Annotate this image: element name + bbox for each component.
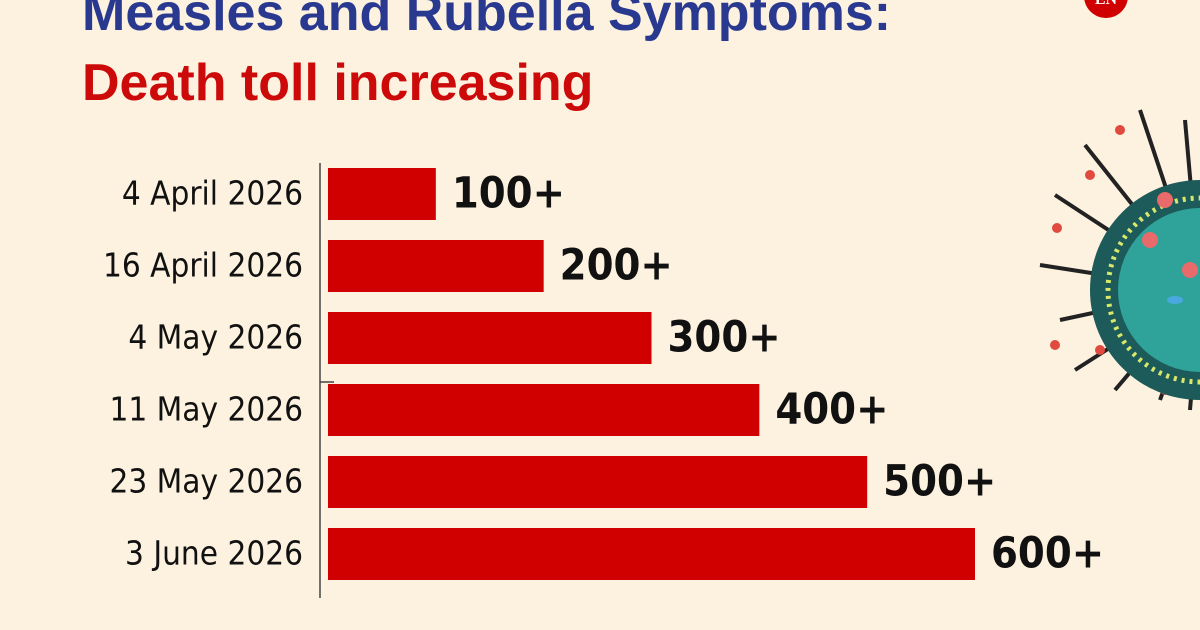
virus-dot [1157, 192, 1173, 208]
virus-core [1118, 208, 1200, 372]
bar [328, 312, 652, 364]
category-label: 16 April 2026 [103, 246, 303, 285]
virus-membrane [1105, 195, 1200, 385]
virus-illustration [1039, 109, 1200, 411]
bar [328, 456, 868, 508]
chart-subtitle: Death toll increasing [82, 54, 593, 112]
category-label: 23 May 2026 [109, 462, 303, 501]
logo: EN [1084, 0, 1128, 18]
value-label: 200+ [560, 241, 673, 291]
category-label: 4 May 2026 [128, 318, 303, 357]
bar [328, 240, 544, 292]
virus-dot [1182, 262, 1198, 278]
bar [328, 528, 975, 580]
category-label: 4 April 2026 [122, 174, 303, 213]
bar [328, 384, 760, 436]
value-label: 500+ [883, 457, 996, 507]
category-label: 11 May 2026 [109, 390, 303, 429]
logo-text: EN [1095, 0, 1118, 8]
value-label: 300+ [668, 313, 781, 363]
logo-badge [1084, 0, 1128, 18]
bar [328, 168, 436, 220]
value-label: 600+ [991, 529, 1104, 579]
value-label: 100+ [452, 169, 565, 219]
value-label: 400+ [775, 385, 888, 435]
virus-dot [1142, 232, 1158, 248]
category-label: 3 June 2026 [125, 534, 303, 573]
chart-title: Measles and Rubella Symptoms: [82, 0, 891, 42]
virus-dot [1167, 296, 1183, 304]
